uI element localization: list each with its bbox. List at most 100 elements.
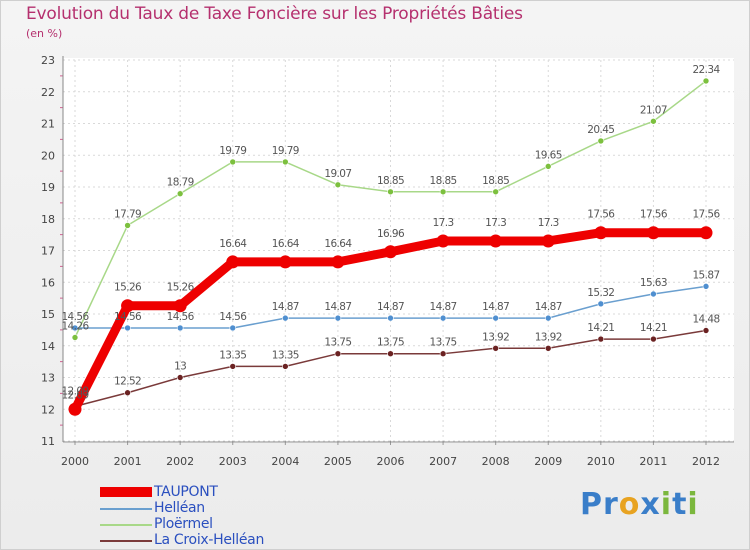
data-label-hellean: 14.87 [377, 301, 404, 313]
data-point-taupont [489, 234, 503, 248]
data-point-la-croix-hellean [492, 344, 499, 352]
data-label-la-croix-hellean: 14.48 [692, 314, 719, 326]
data-point-la-croix-hellean [124, 389, 131, 397]
data-point-la-croix-hellean [597, 335, 605, 343]
data-label-la-croix-hellean: 13.75 [377, 337, 404, 349]
y-tick-label: 21 [41, 118, 55, 131]
logo-letter: r [603, 487, 619, 522]
data-label-la-croix-hellean: 13.75 [324, 337, 351, 349]
logo-letter: P [580, 487, 603, 522]
data-point-taupont [384, 245, 397, 259]
x-tick-label: 2005 [324, 455, 352, 468]
data-label-la-croix-hellean: 13.35 [219, 349, 246, 361]
data-point-hellean [439, 314, 447, 322]
data-label-ploermel: 17.79 [114, 208, 141, 220]
data-label-taupont: 12.09 [61, 385, 88, 397]
x-tick-label: 2011 [639, 455, 667, 468]
data-label-hellean: 15.87 [692, 269, 719, 281]
y-tick-label: 11 [41, 435, 55, 448]
x-tick-label: 2006 [377, 455, 405, 468]
data-point-la-croix-hellean [176, 374, 184, 381]
data-point-taupont [68, 402, 82, 416]
data-label-ploermel: 22.34 [692, 64, 720, 76]
y-tick-label: 15 [41, 308, 55, 321]
data-label-la-croix-hellean: 13.92 [535, 331, 562, 343]
data-point-la-croix-hellean [544, 344, 552, 352]
data-label-la-croix-hellean: 12.52 [114, 376, 141, 388]
x-tick-label: 2008 [482, 455, 510, 468]
data-label-hellean: 15.32 [587, 287, 614, 299]
y-tick-label: 19 [41, 181, 55, 194]
y-tick-label: 22 [41, 86, 55, 99]
data-label-la-croix-hellean: 13.75 [430, 337, 457, 349]
data-point-ploermel [387, 188, 394, 196]
data-label-hellean: 14.87 [272, 301, 299, 313]
data-point-ploermel [492, 188, 499, 196]
logo-letter: x [640, 487, 661, 522]
data-point-ploermel [650, 117, 657, 125]
data-point-hellean [597, 300, 605, 308]
data-label-taupont: 16.64 [219, 238, 247, 250]
data-point-ploermel [282, 158, 289, 166]
y-tick-label: 12 [41, 403, 55, 416]
data-point-hellean [334, 314, 342, 322]
data-label-hellean: 14.87 [482, 301, 509, 313]
data-label-ploermel: 21.07 [640, 104, 667, 116]
data-label-la-croix-hellean: 12.09 [61, 389, 88, 401]
data-label-la-croix-hellean: 14.21 [640, 322, 667, 334]
chart-title: Evolution du Taux de Taxe Foncière sur l… [26, 4, 523, 24]
x-tick-label: 2001 [114, 455, 142, 468]
data-label-hellean: 14.56 [167, 311, 195, 323]
data-point-taupont [226, 255, 240, 269]
data-label-ploermel: 14.26 [61, 320, 89, 332]
data-label-hellean: 14.56 [219, 311, 247, 323]
data-point-taupont [121, 299, 135, 313]
x-tick-label: 2004 [271, 455, 299, 468]
data-point-hellean [124, 324, 131, 332]
data-label-hellean: 14.87 [324, 301, 351, 313]
data-point-ploermel [702, 77, 710, 85]
data-label-taupont: 17.56 [640, 209, 668, 221]
data-label-taupont: 17.3 [538, 217, 559, 229]
logo-letter: i [687, 487, 699, 522]
x-tick-label: 2007 [429, 455, 457, 468]
data-label-hellean: 15.63 [640, 277, 667, 289]
legend-label-la-croix-hellean: La Croix-Helléan [154, 532, 265, 548]
data-point-ploermel [597, 137, 605, 145]
data-label-la-croix-hellean: 13.35 [272, 349, 299, 361]
data-label-taupont: 15.26 [114, 282, 142, 294]
data-label-hellean: 14.56 [61, 311, 89, 323]
legend-swatch-hellean [100, 508, 152, 510]
x-tick-label: 2009 [534, 455, 562, 468]
x-tick-label: 2000 [61, 455, 89, 468]
data-label-la-croix-hellean: 13.92 [482, 331, 509, 343]
data-point-hellean [71, 324, 79, 332]
data-point-la-croix-hellean [650, 335, 657, 343]
data-label-ploermel: 18.79 [167, 177, 194, 189]
data-point-la-croix-hellean [387, 350, 394, 357]
data-point-la-croix-hellean [282, 363, 289, 370]
data-label-la-croix-hellean: 14.21 [587, 322, 614, 334]
data-point-taupont [173, 299, 187, 313]
data-point-hellean [282, 314, 289, 322]
data-point-hellean [702, 283, 710, 290]
data-label-la-croix-hellean: 13 [174, 361, 186, 373]
data-label-taupont: 17.56 [692, 209, 720, 221]
data-point-hellean [176, 324, 184, 332]
legend-label-hellean: Helléan [154, 500, 205, 516]
x-tick-label: 2012 [692, 455, 720, 468]
data-label-taupont: 17.3 [485, 217, 506, 229]
logo-letter: o [618, 487, 641, 522]
y-tick-label: 16 [41, 276, 55, 289]
data-point-la-croix-hellean [439, 350, 447, 357]
data-point-ploermel [71, 334, 79, 341]
data-label-hellean: 14.56 [114, 311, 142, 323]
data-point-ploermel [544, 163, 552, 170]
data-label-hellean: 14.87 [535, 301, 562, 313]
proxiti-logo: Proxiti [580, 487, 699, 522]
data-point-taupont [278, 255, 292, 269]
data-label-taupont: 15.26 [167, 282, 195, 294]
x-tick-label: 2002 [166, 455, 194, 468]
x-tick-label: 2003 [219, 455, 247, 468]
data-label-taupont: 16.96 [377, 228, 405, 240]
